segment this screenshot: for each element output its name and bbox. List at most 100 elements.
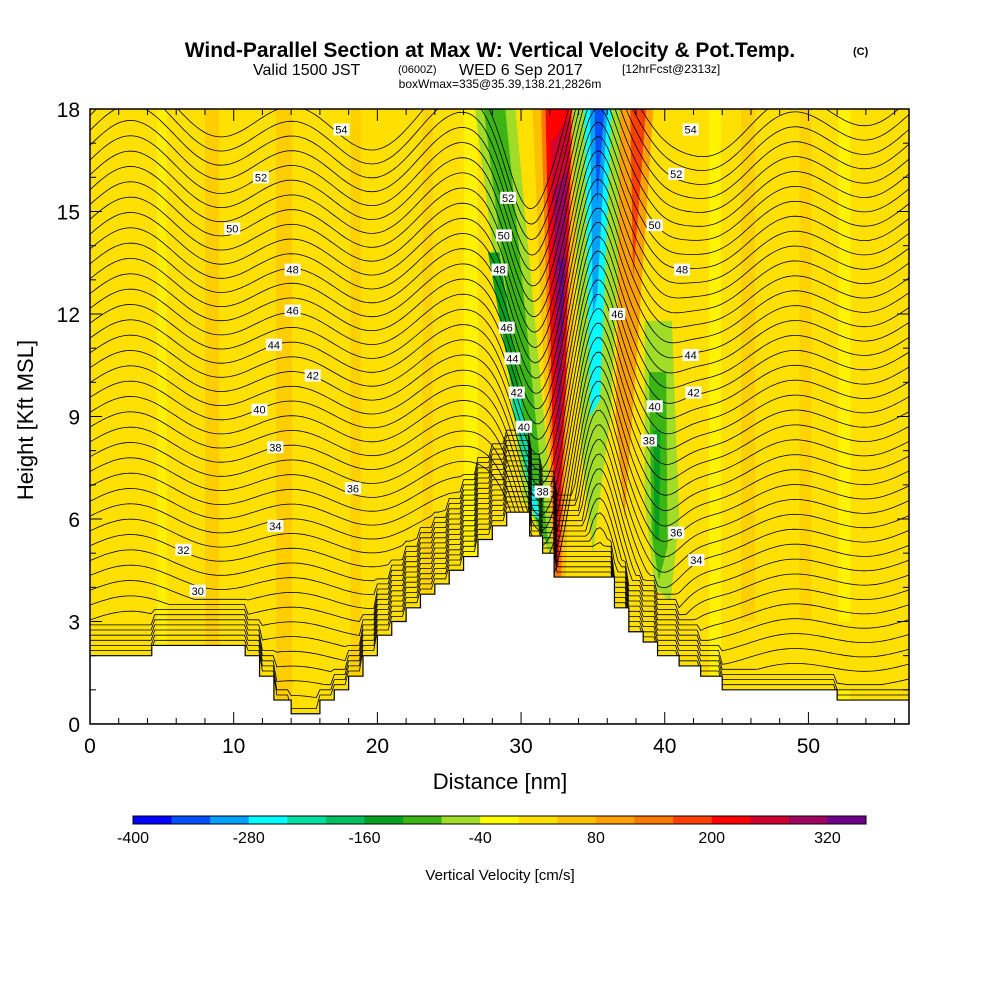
colorbar-tick-label: -280 [233, 830, 265, 847]
y-tick-label: 3 [68, 612, 80, 635]
contour-label-text: 54 [684, 125, 696, 137]
title-mark: (C) [853, 46, 869, 58]
colorbar-swatch [441, 816, 481, 824]
isentrope-line [90, 438, 909, 589]
velocity-contour-fill [594, 109, 605, 205]
contour-label-text: 46 [611, 309, 623, 321]
colorbar-swatch [518, 816, 558, 824]
contour-label: 38 [534, 485, 551, 499]
x-tick-label: 10 [222, 735, 245, 758]
velocity-contour-fill [630, 109, 647, 280]
colorbar-swatch [364, 816, 404, 824]
isentrope-line [90, 109, 909, 256]
colorbar-swatch [480, 816, 520, 824]
contour-label: 48 [491, 263, 508, 277]
contour-label-text: 52 [255, 172, 267, 184]
contour-label-bg [640, 434, 657, 447]
contour-label-bg [508, 386, 525, 399]
contour-label-text: 30 [192, 586, 204, 598]
isentrope-line [90, 486, 909, 665]
contour-label: 50 [495, 229, 512, 242]
contour-label-text: 50 [226, 224, 238, 236]
colorbar-tick-label: 80 [587, 830, 605, 847]
x-tick-label: 30 [509, 735, 532, 758]
contour-label-text: 48 [493, 265, 505, 277]
contour-label: 38 [267, 441, 284, 454]
contour-label-bg [500, 191, 517, 204]
contour-label-text: 52 [502, 193, 514, 205]
contour-label-bg [491, 263, 508, 276]
contour-label: 44 [682, 349, 699, 362]
contour-label: 50 [224, 222, 241, 236]
subtitle-valid: Valid 1500 JST [253, 62, 361, 79]
contour-label: 36 [344, 482, 361, 495]
contour-label: 40 [251, 403, 268, 417]
x-axis-label: Distance [nm] [433, 769, 568, 794]
contour-label-text: 38 [536, 487, 548, 499]
colorbar-swatch [595, 816, 636, 824]
contour-label-text: 46 [501, 323, 513, 335]
colorbar-swatch [634, 816, 674, 824]
colorbar-swatch [673, 816, 713, 824]
contour-label-bg [688, 554, 705, 566]
colorbar [132, 815, 867, 825]
y-tick-label: 0 [68, 714, 80, 737]
contour-label-text: 44 [268, 340, 280, 352]
contour-label-bg [265, 338, 282, 351]
isentrope-line [90, 150, 909, 349]
contour-label: 44 [504, 352, 521, 365]
isentrope-line [90, 193, 909, 394]
velocity-contour-fill [653, 430, 661, 540]
x-tick-label: 40 [653, 735, 676, 758]
colorbar-swatch [827, 816, 867, 824]
colorbar-tick-label: 320 [814, 830, 841, 847]
contour-label-bg [495, 229, 512, 242]
isentrope-contours [90, 109, 909, 709]
isentrope-line [90, 450, 909, 595]
x-tick-label: 20 [366, 735, 389, 758]
colorbar-tick-labels: -400 -280 -160 -40 80 200 320 [117, 830, 841, 847]
contour-label-bg [609, 308, 626, 320]
colorbar-tick-label: -400 [117, 830, 149, 847]
contour-label-bg [251, 403, 268, 416]
contour-label: 42 [304, 369, 321, 383]
isentrope-line [90, 480, 909, 652]
chart-title: Wind-Parallel Section at Max W: Vertical… [185, 39, 796, 62]
isentrope-line [90, 501, 909, 699]
contour-label-text: 40 [649, 401, 661, 413]
contour-label-bg [189, 584, 206, 597]
isentrope-line [90, 109, 909, 272]
isentrope-line [90, 455, 909, 609]
subtitle-utc: (0600Z) [398, 64, 437, 76]
contour-label-bg [284, 304, 301, 317]
contour-label: 32 [175, 543, 192, 557]
contour-label: 46 [609, 308, 626, 321]
colorbar-swatch [287, 816, 327, 824]
contour-label-text: 46 [286, 306, 298, 318]
chart-subtitle: Valid 1500 JST (0600Z) WED 6 Sep 2017 [1… [253, 62, 720, 79]
contour-label-text: 38 [643, 435, 655, 447]
isentrope-line [177, 109, 900, 210]
contour-label-bg [498, 321, 515, 334]
contour-label-text: 48 [286, 265, 298, 277]
axis-ticks [89, 108, 909, 725]
velocity-contour-fill [590, 109, 608, 314]
colorbar-tick-label: -40 [469, 830, 492, 847]
colorbar-swatch [788, 816, 828, 824]
isentrope-line [90, 380, 909, 592]
contour-label-text: 50 [649, 220, 661, 232]
colorbar-swatch [133, 816, 173, 824]
contour-label-bg [646, 219, 663, 232]
colorbar-tick-label: -160 [348, 830, 380, 847]
contour-label: 46 [498, 321, 515, 335]
velocity-band [838, 109, 851, 724]
contour-label-text: 38 [269, 442, 281, 454]
contour-label-text: 34 [269, 521, 281, 533]
colorbar-swatch [711, 816, 751, 824]
isentrope-line [90, 409, 909, 558]
contour-label-text: 36 [347, 483, 359, 495]
contour-label-bg [267, 441, 284, 454]
contour-label-bg [668, 167, 685, 180]
contour-label-text: 44 [506, 353, 518, 365]
colorbar-swatch [248, 816, 288, 824]
